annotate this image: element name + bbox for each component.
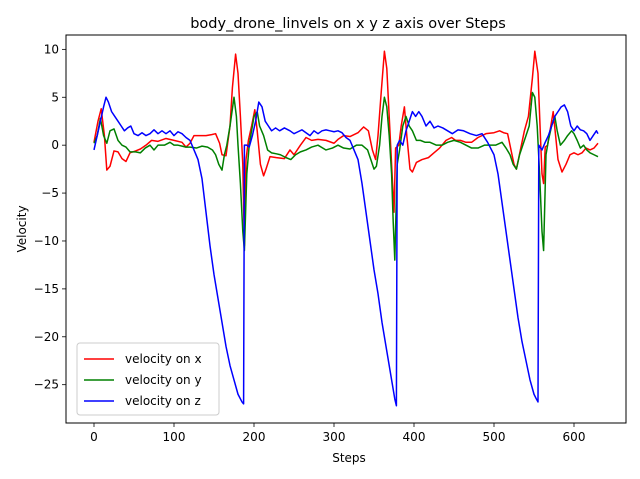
y-tick-label: −20 [34, 330, 59, 344]
legend-label-2: velocity on y [125, 373, 202, 387]
y-tick-label: 10 [44, 42, 59, 56]
chart-title: body_drone_linvels on x y z axis over St… [190, 16, 506, 32]
x-tick-label: 200 [243, 430, 266, 444]
x-axis: 0 100 200 300 400 500 600 [90, 423, 585, 444]
y-tick-label: 5 [51, 90, 59, 104]
x-axis-label: Steps [332, 451, 366, 465]
legend-label-3: velocity on z [125, 394, 201, 408]
x-tick-label: 0 [90, 430, 98, 444]
legend: velocity on x velocity on y velocity on z [76, 342, 220, 416]
y-axis-label: Velocity [15, 205, 29, 252]
series-line-2 [93, 91, 599, 261]
y-tick-label: −5 [41, 186, 59, 200]
legend-label-1: velocity on x [125, 352, 202, 366]
x-tick-label: 300 [323, 430, 346, 444]
y-tick-label: −15 [34, 282, 59, 296]
y-tick-label: 0 [51, 138, 59, 152]
y-axis: 10 5 0 −5 −10 −15 −20 −25 [34, 42, 66, 392]
series-line-3 [93, 96, 599, 407]
x-tick-label: 500 [483, 430, 506, 444]
x-tick-label: 100 [163, 430, 186, 444]
y-tick-label: −25 [34, 378, 59, 392]
series-layer [93, 50, 599, 407]
plot-frame [65, 34, 627, 424]
x-tick-label: 400 [403, 430, 426, 444]
x-tick-label: 600 [563, 430, 586, 444]
legend-box [76, 342, 220, 416]
y-tick-label: −10 [34, 234, 59, 248]
